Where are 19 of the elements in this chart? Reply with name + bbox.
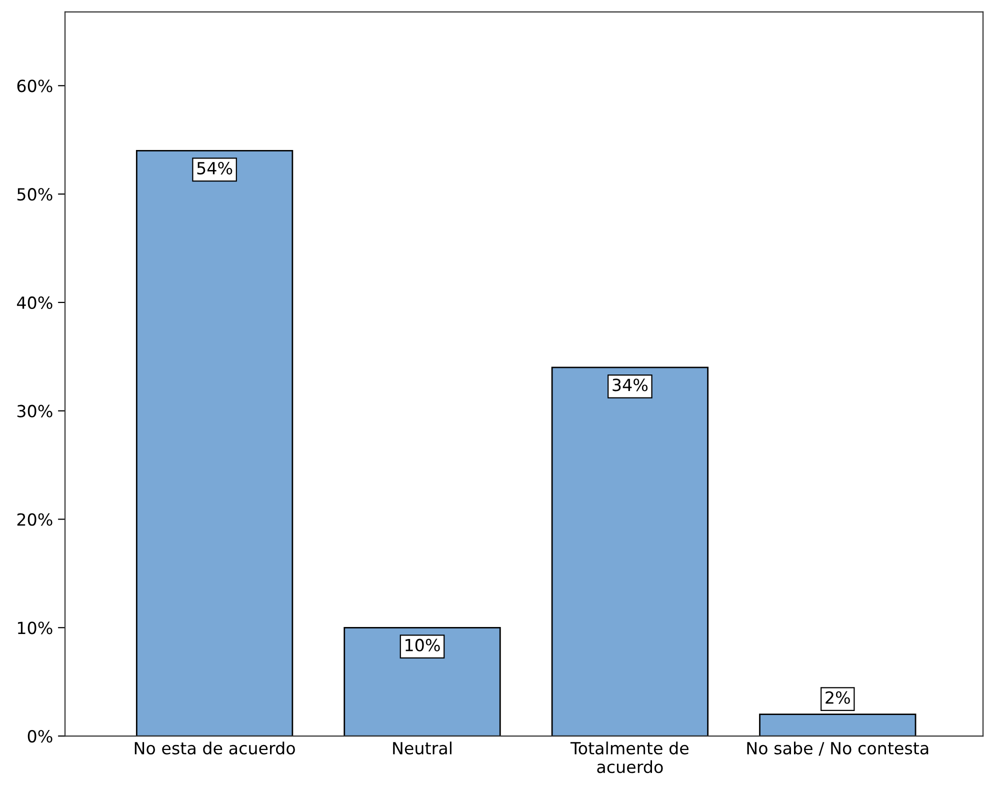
x-tick-label: No sabe / No contesta [747, 742, 928, 756]
y-tick-label: 0% [28, 730, 52, 743]
data-label: 10% [406, 638, 440, 652]
y-tick-label: 50% [17, 188, 52, 201]
x-tick-label: Totalmente de acuerdo [570, 742, 689, 774]
bar [136, 150, 294, 736]
y-tick-label: 20% [17, 513, 52, 526]
x-tick-label: No esta de acuerdo [134, 742, 295, 754]
bar [344, 626, 501, 736]
x-tick-label: Neutral [393, 742, 452, 754]
y-tick-label: 30% [17, 404, 52, 418]
bar [759, 714, 916, 736]
data-label: 34% [612, 378, 648, 392]
data-label: 54% [197, 162, 232, 174]
data-label: 2% [826, 691, 850, 704]
y-tick-label: 60% [17, 80, 52, 92]
y-tick-label: 40% [16, 296, 52, 310]
y-tick-label: 10% [18, 622, 52, 634]
bar [551, 366, 709, 736]
